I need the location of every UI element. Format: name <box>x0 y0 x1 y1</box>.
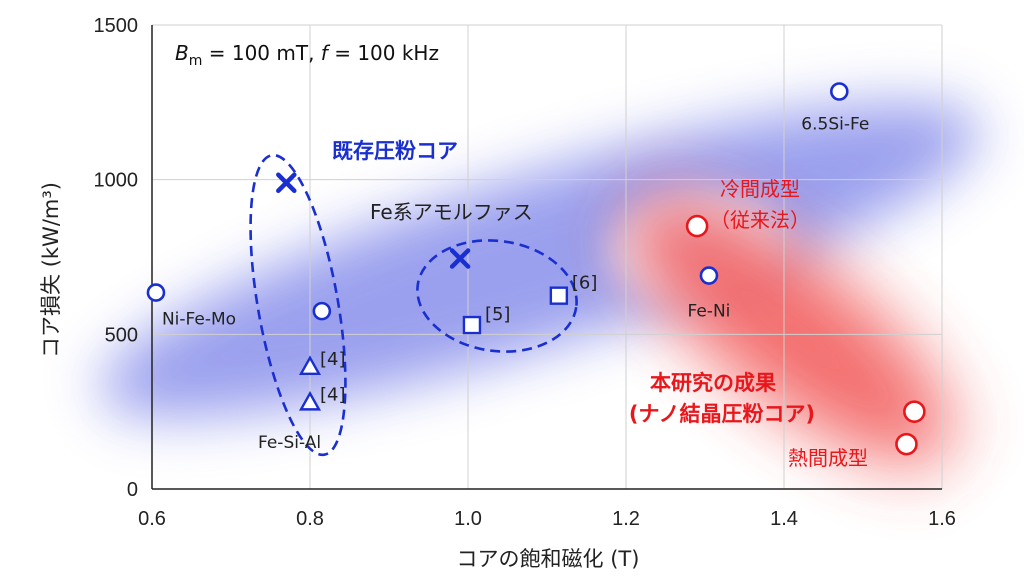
point-label: Ni-Fe-Mo <box>162 310 236 330</box>
y-tick-label: 1500 <box>94 15 139 37</box>
cold-forming-label: 冷間成型 <box>720 177 800 201</box>
x-tick-label: 1.0 <box>454 508 482 530</box>
circle-marker <box>699 266 719 285</box>
red-circle-marker <box>903 400 926 423</box>
existing-cores-region <box>99 102 981 418</box>
research-result-label: 本研究の成果 <box>650 371 776 395</box>
nanocrystal-core-label: (ナノ結晶圧粉コア) <box>629 402 815 426</box>
triangle-marker <box>298 355 322 376</box>
nanocrystal-region <box>626 195 954 465</box>
fe-amorphous-label: Fe系アモルファス <box>370 200 533 224</box>
point-label: [6] <box>572 273 598 294</box>
b-subscript: m <box>189 53 203 69</box>
region-shading <box>99 102 981 465</box>
point-label: Fe-Ni <box>688 302 731 322</box>
x-tick-label: 1.4 <box>770 508 798 530</box>
y-tick-label: 0 <box>127 479 138 501</box>
x-tick-label: 1.2 <box>612 508 640 530</box>
red-circle-marker <box>685 214 709 238</box>
conventional-method-label: （従来法） <box>710 208 810 232</box>
f-value: = 100 kHz <box>328 41 439 65</box>
circle-marker <box>146 283 166 302</box>
point-label: 6.5Si-Fe <box>801 115 869 135</box>
y-tick-label: 500 <box>105 324 138 346</box>
cross-marker <box>449 248 471 269</box>
point-labels: Ni-Fe-Mo Fe-Ni 6.5Si-Fe [4] [4] [5] [6] <box>162 115 869 406</box>
circle-marker <box>829 82 849 101</box>
square-marker <box>462 315 482 335</box>
f-symbol: f <box>321 41 331 65</box>
point-label: [4] <box>320 384 346 405</box>
square-marker <box>549 286 569 305</box>
b-symbol: B <box>175 41 189 65</box>
circle-marker <box>312 301 332 321</box>
fe-amorphous-group-outline <box>416 239 578 353</box>
x-tick-label: 1.6 <box>928 508 956 530</box>
x-tick-label: 0.8 <box>296 508 324 530</box>
point-label: [4] <box>320 349 346 370</box>
tick-labels: 0.6 0.8 1.0 1.2 1.4 1.6 0 500 1000 1500 <box>94 15 956 530</box>
red-circle-marker <box>895 432 918 456</box>
group-outlines <box>249 153 578 457</box>
existing-cores-label: 既存圧粉コア <box>332 139 458 163</box>
y-tick-label: 1000 <box>94 170 139 192</box>
b-value: = 100 mT, <box>202 41 320 65</box>
fe-si-al-group-outline <box>249 153 347 457</box>
point-label: [5] <box>485 304 511 325</box>
condition-label: Bm = 100 mT, f = 100 kHz <box>175 41 439 69</box>
data-points <box>146 82 926 456</box>
axes <box>151 25 942 490</box>
cross-marker <box>276 172 297 194</box>
triangle-marker <box>298 390 322 411</box>
y-axis-label: コア損失 (kW/m³) <box>39 182 63 358</box>
x-axis-label: コアの飽和磁化 (T) <box>457 547 640 571</box>
x-tick-label: 0.6 <box>138 508 166 530</box>
hot-forming-label: 熱間成型 <box>788 446 868 470</box>
fe-si-al-label: Fe-Si-Al <box>258 433 321 453</box>
